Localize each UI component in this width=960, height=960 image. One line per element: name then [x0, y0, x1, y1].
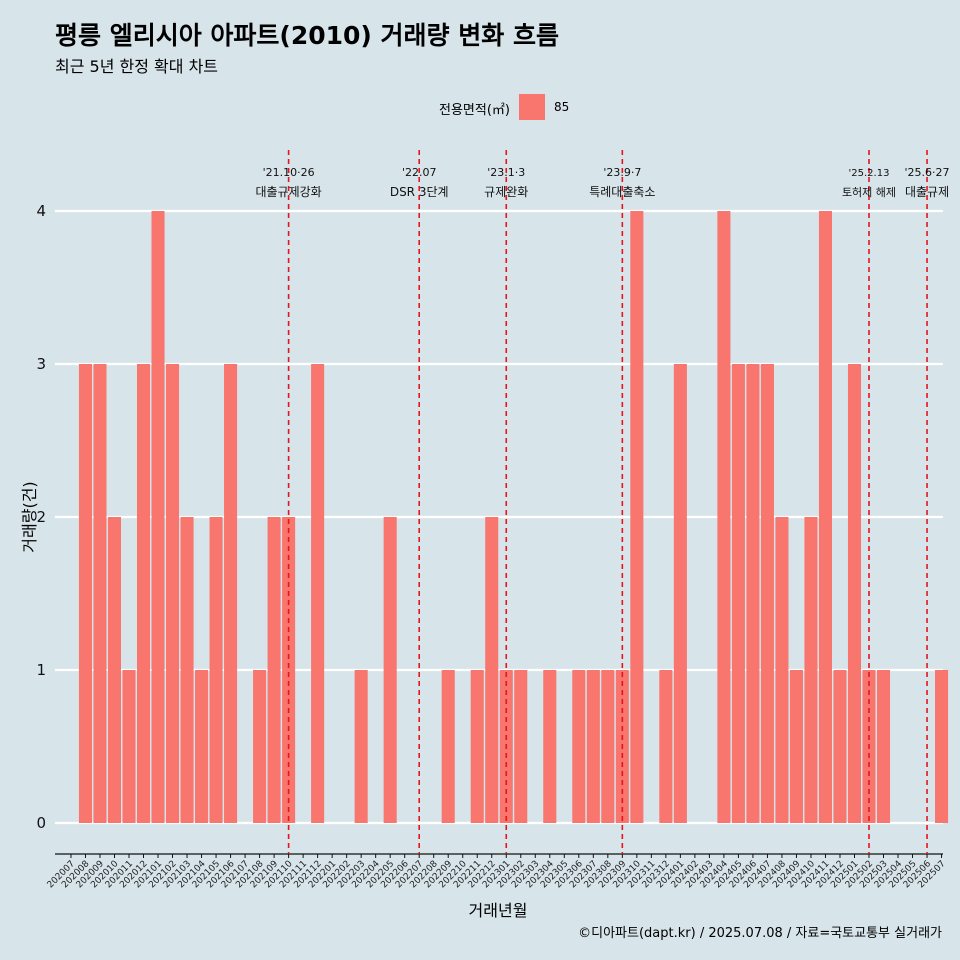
bar-202401 — [673, 364, 687, 823]
event-date-label-5: '25.2.13 — [849, 168, 890, 179]
bar-202404 — [717, 211, 731, 823]
event-date-label-4: '23.9·7 — [603, 166, 641, 179]
bar-202011 — [122, 670, 136, 823]
bar-202106 — [224, 364, 238, 823]
bar-202308 — [601, 670, 615, 823]
event-name-label-6: 대출규제 — [905, 185, 949, 199]
bar-202409 — [789, 670, 803, 823]
event-name-label-1: 대출규제강화 — [255, 185, 321, 199]
bar-202010 — [107, 517, 122, 823]
bar-202408 — [775, 517, 789, 823]
bar-202212 — [485, 517, 499, 823]
bar-202012 — [136, 364, 151, 823]
y-axis-label: 거래량(건) — [20, 481, 39, 553]
bar-202307 — [586, 670, 600, 823]
event-name-label-4: 특례대출축소 — [589, 185, 655, 199]
bar-202205 — [383, 517, 397, 823]
bar-202008 — [78, 364, 92, 823]
caption: ©디아파트(dapt.kr) / 2025.07.08 / 자료=국토교통부 실… — [578, 926, 942, 941]
bar-202009 — [93, 364, 107, 823]
bar-202105 — [209, 517, 223, 823]
bar-202411 — [818, 211, 832, 823]
x-axis-label: 거래년월 — [468, 901, 528, 920]
bar-202103 — [180, 517, 194, 823]
event-date-label-3: '23.1·3 — [487, 166, 525, 179]
bar-202405 — [731, 364, 745, 823]
bar-202108 — [253, 670, 267, 823]
chart-title: 평릉 엘리시아 아파트(2010) 거래량 변화 흐름 — [55, 21, 559, 50]
event-date-label-1: '21.10·26 — [263, 166, 315, 179]
legend-title: 전용면적(㎡) — [439, 103, 510, 118]
bar-202104 — [195, 670, 209, 823]
event-date-label-2: '22.07 — [402, 166, 437, 179]
event-name-label-3: 규제완화 — [484, 185, 528, 199]
bar-202110 — [282, 517, 296, 823]
bar-202304 — [543, 670, 557, 823]
bar-202412 — [833, 670, 847, 823]
bar-202302 — [514, 670, 528, 823]
legend: 전용면적(㎡) 85 — [0, 93, 960, 121]
event-name-label-5: 토허제 해제 — [842, 185, 896, 199]
y-tick-label-1: 1 — [36, 661, 46, 679]
y-tick-label-2: 2 — [36, 508, 46, 526]
bar-202211 — [470, 670, 484, 823]
bar-202503 — [876, 670, 891, 823]
bar-202407 — [760, 364, 774, 823]
bar-202312 — [659, 670, 673, 823]
bar-202406 — [746, 364, 760, 823]
bar-202102 — [166, 364, 180, 823]
chart-subtitle: 최근 5년 한정 확대 차트 — [55, 57, 219, 76]
bar-202203 — [354, 670, 368, 823]
y-tick-label-3: 3 — [36, 355, 46, 373]
bar-202501 — [847, 364, 862, 823]
y-tick-label-4: 4 — [36, 202, 46, 220]
legend-label-85: 85 — [554, 100, 570, 114]
bar-202101 — [151, 211, 165, 823]
bar-202112 — [311, 364, 325, 823]
bar-202306 — [572, 670, 586, 823]
bar-202109 — [267, 517, 281, 823]
bar-202507 — [935, 670, 949, 823]
bar-202410 — [804, 517, 818, 823]
y-tick-label-0: 0 — [36, 814, 46, 832]
bar-202209 — [441, 670, 455, 823]
legend-key-85 — [519, 94, 545, 120]
bar-202310 — [630, 211, 644, 823]
event-date-label-6: '25.6·27 — [905, 166, 950, 179]
event-name-label-2: DSR 3단계 — [390, 185, 449, 199]
